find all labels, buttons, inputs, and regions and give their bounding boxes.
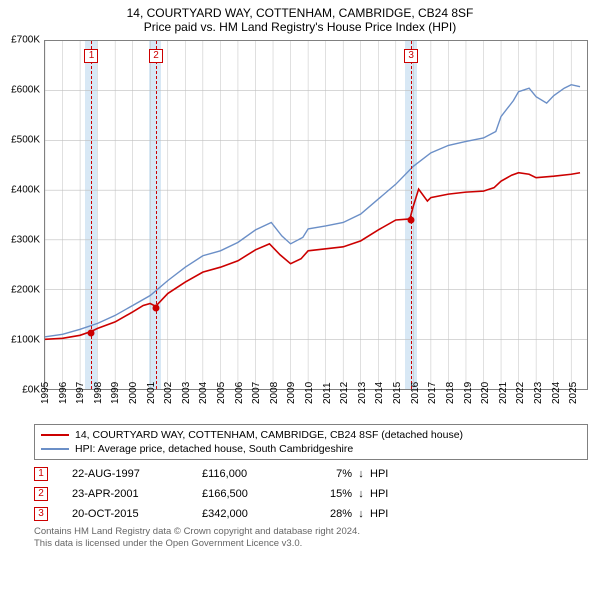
- legend-label: HPI: Average price, detached house, Sout…: [75, 443, 353, 455]
- sale-date: 23-APR-2001: [72, 488, 202, 500]
- sale-marker-line: [411, 41, 412, 389]
- series-price_paid: [45, 173, 580, 340]
- x-tick-label: 2014: [374, 382, 385, 404]
- line-series-svg: [45, 41, 587, 389]
- sale-marker-box: 1: [84, 49, 98, 63]
- down-arrow-icon: ↓: [352, 508, 370, 520]
- sale-row: 3 20-OCT-2015£342,00028%↓HPI: [34, 504, 588, 524]
- chart-area: £0K£100K£200K£300K£400K£500K£600K£700K 1…: [44, 40, 588, 418]
- y-tick-label: £700K: [11, 35, 40, 46]
- sale-marker-line: [156, 41, 157, 389]
- y-tick-label: £600K: [11, 85, 40, 96]
- x-axis-labels: 1995199619971998199920002001200220032004…: [44, 390, 588, 418]
- x-tick-label: 2023: [533, 382, 544, 404]
- x-tick-label: 2009: [286, 382, 297, 404]
- x-tick-label: 2011: [322, 382, 333, 404]
- x-tick-label: 2006: [234, 382, 245, 404]
- sale-point-marker: [88, 330, 95, 337]
- plot-area: 1 2 3: [44, 40, 588, 390]
- y-tick-label: £300K: [11, 235, 40, 246]
- x-tick-label: 1995: [40, 382, 51, 404]
- x-tick-label: 2019: [463, 382, 474, 404]
- sale-hpi-tag: HPI: [370, 508, 410, 520]
- x-tick-label: 2018: [445, 382, 456, 404]
- sale-pct: 7%: [302, 468, 352, 480]
- sale-price: £342,000: [202, 508, 302, 520]
- sale-hpi-tag: HPI: [370, 488, 410, 500]
- sale-pct: 15%: [302, 488, 352, 500]
- x-tick-label: 1996: [58, 382, 69, 404]
- x-tick-label: 2007: [251, 382, 262, 404]
- x-tick-label: 2022: [515, 382, 526, 404]
- legend-row: HPI: Average price, detached house, Sout…: [41, 442, 581, 456]
- legend-label: 14, COURTYARD WAY, COTTENHAM, CAMBRIDGE,…: [75, 429, 463, 441]
- series-hpi: [45, 85, 580, 337]
- y-tick-label: £500K: [11, 135, 40, 146]
- y-tick-label: £0K: [22, 385, 40, 396]
- x-tick-label: 2013: [357, 382, 368, 404]
- x-tick-label: 2001: [146, 382, 157, 404]
- sale-marker-box: 2: [149, 49, 163, 63]
- legend-row: 14, COURTYARD WAY, COTTENHAM, CAMBRIDGE,…: [41, 428, 581, 442]
- title-address: 14, COURTYARD WAY, COTTENHAM, CAMBRIDGE,…: [0, 6, 600, 20]
- down-arrow-icon: ↓: [352, 468, 370, 480]
- chart-container: 14, COURTYARD WAY, COTTENHAM, CAMBRIDGE,…: [0, 0, 600, 590]
- y-tick-label: £400K: [11, 185, 40, 196]
- sale-index-box: 1: [34, 467, 48, 481]
- x-tick-label: 2002: [163, 382, 174, 404]
- x-tick-label: 2010: [304, 382, 315, 404]
- sale-index-box: 2: [34, 487, 48, 501]
- footer-line: Contains HM Land Registry data © Crown c…: [34, 526, 588, 538]
- sale-pct: 28%: [302, 508, 352, 520]
- x-tick-label: 1998: [93, 382, 104, 404]
- y-tick-label: £200K: [11, 285, 40, 296]
- y-tick-label: £100K: [11, 335, 40, 346]
- sale-price: £116,000: [202, 468, 302, 480]
- title-subtitle: Price paid vs. HM Land Registry's House …: [0, 20, 600, 34]
- sale-date: 20-OCT-2015: [72, 508, 202, 520]
- legend-swatch: [41, 448, 69, 450]
- sale-marker-box: 3: [404, 49, 418, 63]
- sale-point-marker: [408, 217, 415, 224]
- x-tick-label: 2024: [551, 382, 562, 404]
- x-tick-label: 2020: [480, 382, 491, 404]
- sale-date: 22-AUG-1997: [72, 468, 202, 480]
- sale-row: 1 22-AUG-1997£116,0007%↓HPI: [34, 464, 588, 484]
- down-arrow-icon: ↓: [352, 488, 370, 500]
- sale-price: £166,500: [202, 488, 302, 500]
- sales-table: 122-AUG-1997£116,0007%↓HPI223-APR-2001£1…: [34, 464, 588, 524]
- x-tick-label: 1999: [110, 382, 121, 404]
- sale-marker-line: [91, 41, 92, 389]
- attribution-footer: Contains HM Land Registry data © Crown c…: [34, 526, 588, 550]
- x-tick-label: 2021: [498, 382, 509, 404]
- x-tick-label: 1997: [75, 382, 86, 404]
- x-tick-label: 2005: [216, 382, 227, 404]
- footer-line: This data is licensed under the Open Gov…: [34, 538, 588, 550]
- x-tick-label: 2025: [568, 382, 579, 404]
- sale-point-marker: [153, 304, 160, 311]
- sale-hpi-tag: HPI: [370, 468, 410, 480]
- y-axis-labels: £0K£100K£200K£300K£400K£500K£600K£700K: [0, 40, 42, 390]
- x-tick-label: 2017: [427, 382, 438, 404]
- x-tick-label: 2003: [181, 382, 192, 404]
- title-block: 14, COURTYARD WAY, COTTENHAM, CAMBRIDGE,…: [0, 0, 600, 36]
- x-tick-label: 2012: [339, 382, 350, 404]
- x-tick-label: 2000: [128, 382, 139, 404]
- sale-index-box: 3: [34, 507, 48, 521]
- x-tick-label: 2004: [198, 382, 209, 404]
- x-tick-label: 2015: [392, 382, 403, 404]
- sale-row: 2 23-APR-2001£166,50015%↓HPI: [34, 484, 588, 504]
- x-tick-label: 2016: [410, 382, 421, 404]
- x-tick-label: 2008: [269, 382, 280, 404]
- legend-swatch: [41, 434, 69, 436]
- legend: 14, COURTYARD WAY, COTTENHAM, CAMBRIDGE,…: [34, 424, 588, 460]
